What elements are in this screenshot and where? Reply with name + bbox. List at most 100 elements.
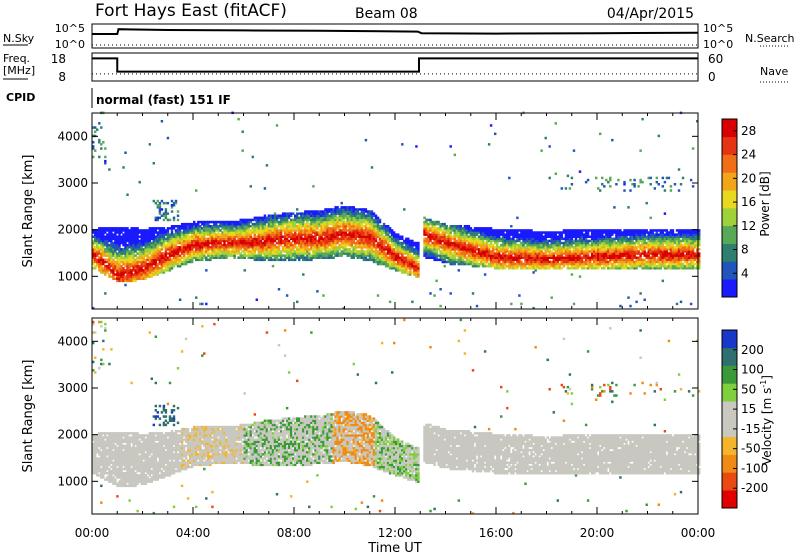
heatmap-cell bbox=[320, 233, 323, 236]
heatmap-cell bbox=[267, 233, 271, 236]
heatmap-cell bbox=[532, 306, 535, 310]
heatmap-cell bbox=[516, 267, 519, 270]
heatmap-cell bbox=[229, 220, 232, 224]
heatmap-cell bbox=[300, 229, 303, 232]
heatmap-cell bbox=[330, 229, 333, 232]
heatmap-cell bbox=[427, 225, 430, 228]
heatmap-cell bbox=[510, 260, 513, 264]
heatmap-cell bbox=[445, 241, 448, 245]
heatmap-cell bbox=[136, 262, 139, 266]
heatmap-cell bbox=[354, 237, 358, 241]
heatmap-cell bbox=[273, 225, 277, 228]
heatmap-cell bbox=[340, 254, 343, 257]
heatmap-cell bbox=[292, 218, 295, 222]
heatmap-cell bbox=[534, 258, 537, 262]
heatmap-cell bbox=[154, 229, 158, 232]
heatmap-cell bbox=[324, 208, 327, 211]
heatmap-cell bbox=[397, 254, 400, 257]
heatmap-cell bbox=[174, 201, 178, 205]
heatmap-cell bbox=[388, 243, 392, 247]
heatmap-cell bbox=[166, 256, 170, 259]
heatmap-cell bbox=[275, 225, 279, 228]
heatmap-cell bbox=[120, 235, 123, 238]
heatmap-cell bbox=[433, 258, 436, 262]
heatmap-cell bbox=[597, 243, 600, 247]
heatmap-cell bbox=[483, 256, 487, 259]
heatmap-cell bbox=[475, 239, 479, 243]
heatmap-cell bbox=[162, 252, 166, 255]
heatmap-cell bbox=[415, 260, 418, 264]
heatmap-cell bbox=[441, 237, 444, 241]
heatmap-cell bbox=[350, 216, 354, 220]
heatmap-cell bbox=[536, 267, 539, 270]
heatmap-cell bbox=[326, 222, 329, 226]
heatmap-cell bbox=[172, 252, 176, 255]
heatmap-cell bbox=[332, 227, 335, 230]
heatmap-cell bbox=[94, 233, 97, 236]
heatmap-cell bbox=[158, 233, 162, 236]
heatmap-cell bbox=[320, 252, 323, 255]
heatmap-cell bbox=[411, 239, 414, 243]
heatmap-cell bbox=[485, 258, 489, 262]
heatmap-cell bbox=[104, 260, 107, 264]
heatmap-cell bbox=[588, 256, 592, 259]
heatmap-cell bbox=[364, 252, 368, 255]
heatmap-cell bbox=[322, 254, 325, 257]
heatmap-cell bbox=[443, 258, 446, 262]
heatmap-cell bbox=[516, 254, 519, 257]
heatmap-cell bbox=[330, 220, 333, 224]
heatmap-cell bbox=[384, 260, 388, 264]
heatmap-cell bbox=[180, 235, 184, 238]
heatmap-cell bbox=[570, 231, 574, 234]
heatmap-cell bbox=[150, 250, 154, 253]
heatmap-cell bbox=[223, 243, 226, 247]
heatmap-cell bbox=[338, 248, 341, 251]
heatmap-cell bbox=[140, 241, 143, 245]
heatmap-cell bbox=[332, 208, 335, 211]
heatmap-cell bbox=[560, 267, 564, 270]
heatmap-cell bbox=[178, 233, 182, 236]
heatmap-cell bbox=[582, 250, 586, 253]
heatmap-cell bbox=[471, 237, 475, 241]
heatmap-cell bbox=[360, 250, 364, 253]
heatmap-cell bbox=[199, 302, 202, 306]
heatmap-cell bbox=[207, 248, 210, 251]
heatmap-cell bbox=[405, 262, 408, 266]
heatmap-cell bbox=[269, 254, 273, 257]
heatmap-cell bbox=[160, 258, 164, 262]
heatmap-cell bbox=[362, 208, 366, 211]
heatmap-cell bbox=[534, 256, 537, 259]
heatmap-cell bbox=[510, 248, 513, 251]
heatmap-cell bbox=[166, 269, 170, 272]
heatmap-cell bbox=[463, 243, 467, 247]
heatmap-cell bbox=[435, 246, 438, 249]
heatmap-cell bbox=[104, 292, 107, 295]
heatmap-cell bbox=[304, 248, 307, 251]
heatmap-cell bbox=[451, 225, 455, 228]
heatmap-cell bbox=[239, 239, 242, 243]
heatmap-cell bbox=[94, 258, 97, 262]
heatmap-cell bbox=[298, 225, 301, 228]
heatmap-cell bbox=[170, 225, 174, 228]
heatmap-cell bbox=[213, 246, 216, 249]
heatmap-cell bbox=[261, 246, 265, 249]
heatmap-cell bbox=[399, 246, 402, 249]
heatmap-cell bbox=[197, 243, 200, 247]
heatmap-cell bbox=[241, 229, 244, 232]
heatmap-cell bbox=[182, 233, 186, 236]
heatmap-cell bbox=[599, 250, 602, 253]
heatmap-cell bbox=[201, 227, 204, 230]
heatmap-cell bbox=[528, 258, 531, 262]
heatmap-cell bbox=[122, 166, 125, 169]
heatmap-cell bbox=[391, 237, 394, 241]
heatmap-cell bbox=[209, 256, 212, 259]
heatmap-cell bbox=[502, 243, 505, 247]
heatmap-cell bbox=[231, 239, 234, 243]
heatmap-cell bbox=[160, 237, 164, 241]
heatmap-cell bbox=[213, 252, 216, 255]
heatmap-cell bbox=[494, 262, 497, 266]
heatmap-cell bbox=[304, 216, 307, 220]
heatmap-cell bbox=[401, 256, 404, 259]
heatmap-cell bbox=[219, 254, 222, 257]
heatmap-cell bbox=[255, 298, 259, 301]
